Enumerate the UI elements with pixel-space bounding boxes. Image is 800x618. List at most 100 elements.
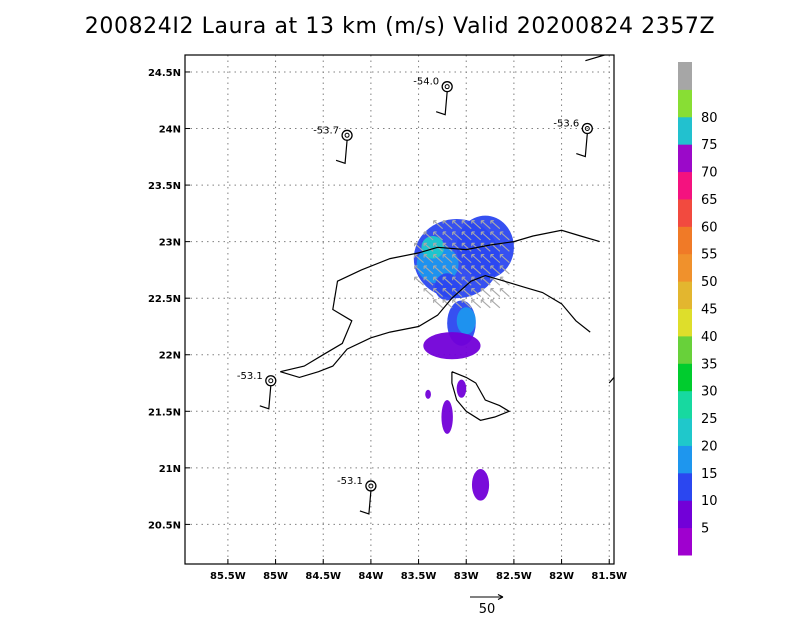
wind-vector <box>480 254 491 264</box>
wind-vector <box>480 299 491 309</box>
station-circle-icon <box>441 81 453 93</box>
wind-vector <box>433 220 443 230</box>
scale-arrow: 50 <box>470 594 504 617</box>
colorbar-swatch <box>678 62 692 90</box>
wind-vector <box>461 299 472 309</box>
wind-vector <box>414 276 424 286</box>
lon-tick-label: 85.5W <box>210 571 246 582</box>
wind-barb-icon <box>259 385 272 410</box>
lon-tick-label: 81.5W <box>591 571 627 582</box>
wind-vector <box>433 287 443 297</box>
observation-marker: -53.1 <box>237 371 277 410</box>
wind-vector <box>452 220 463 230</box>
colorbar-swatch <box>678 144 692 173</box>
wind-vector <box>442 287 453 297</box>
colorbar-swatch <box>678 390 692 419</box>
wind-vector <box>414 265 424 275</box>
colorbar-swatch <box>678 253 692 282</box>
wind-speed-region <box>456 307 476 335</box>
wind-vector <box>423 276 434 286</box>
wind-vector <box>461 254 472 264</box>
colorbar-swatch <box>678 198 692 227</box>
wind-vector <box>423 254 434 264</box>
wind-vector <box>480 231 491 241</box>
station-dot-icon <box>268 378 274 384</box>
wind-vector <box>414 254 424 264</box>
colorbar-swatch <box>678 308 692 337</box>
grid-lines <box>185 55 614 564</box>
wind-vector <box>423 231 434 241</box>
observation-markers: -54.0 -53.7 -53.6 -53.1 -53.1 <box>237 77 593 515</box>
wind-vector <box>452 242 463 252</box>
station-circle-icon <box>341 129 353 141</box>
map-frame <box>184 54 615 565</box>
colorbar-label: 40 <box>701 330 718 345</box>
wind-speed-region <box>471 468 490 501</box>
wind-vector <box>442 254 453 264</box>
wind-vector <box>471 299 482 309</box>
lon-tick-label: 83W <box>454 571 479 582</box>
colorbar-label: 65 <box>701 193 718 208</box>
observation-label: -53.1 <box>337 476 363 487</box>
wind-vector <box>461 242 472 252</box>
lat-tick-label: 23.5N <box>148 181 181 192</box>
wind-vector <box>423 242 434 252</box>
wind-vector <box>490 254 501 264</box>
coastline-segment <box>451 371 511 421</box>
wind-vector <box>442 220 453 230</box>
wind-vector <box>461 231 472 241</box>
wind-vector <box>490 299 501 309</box>
observation-marker: -53.1 <box>337 476 377 515</box>
wind-speed-region <box>425 389 431 399</box>
wind-vector <box>452 287 463 297</box>
wind-barb-icon <box>576 133 588 158</box>
colorbar-label: 75 <box>701 138 718 153</box>
colorbar-label: 30 <box>701 385 718 400</box>
wind-vector <box>433 265 443 275</box>
lon-tick-label: 82W <box>549 571 574 582</box>
colorbar-swatch <box>678 527 692 556</box>
lat-tick-label: 22.5N <box>148 294 181 305</box>
wind-vector <box>471 220 482 230</box>
lat-tick-label: 22N <box>159 351 181 362</box>
station-dot-icon <box>368 483 374 489</box>
wind-vector <box>471 276 482 286</box>
wind-vector <box>433 299 443 309</box>
wind-vector <box>442 242 453 252</box>
colorbar-swatch <box>678 445 692 474</box>
wind-vector <box>461 265 472 275</box>
observation-label: -54.0 <box>413 77 439 88</box>
lat-tick-label: 23N <box>159 238 181 249</box>
wind-vector <box>471 265 482 275</box>
wind-speed-region <box>456 379 467 398</box>
wind-vector <box>480 287 491 297</box>
wind-vector <box>452 254 463 264</box>
wind-vector <box>471 287 482 297</box>
wind-vector <box>499 287 510 297</box>
wind-vector <box>452 299 463 309</box>
colorbar-swatch <box>678 171 692 200</box>
colorbar-label: 5 <box>701 522 709 537</box>
wind-vector <box>490 287 501 297</box>
coastline-segment <box>280 229 600 373</box>
station-dot-icon <box>444 84 450 90</box>
wind-speed-region <box>434 273 460 301</box>
colorbar-label: 20 <box>701 439 718 454</box>
colorbar-label: 80 <box>701 111 718 126</box>
lat-tick-label: 20.5N <box>148 520 181 531</box>
coastline-segment <box>280 274 591 379</box>
lon-tick-label: 85W <box>263 571 288 582</box>
colorbar-swatch <box>678 418 692 446</box>
colorbar-label: 45 <box>701 303 718 318</box>
scale-arrow-label: 50 <box>479 602 496 617</box>
colorbar-label: 35 <box>701 357 718 372</box>
station-dot-icon <box>344 132 350 138</box>
wind-speed-region <box>421 235 445 259</box>
observation-marker: -53.6 <box>553 119 593 158</box>
wind-vector <box>490 231 501 241</box>
wind-vector <box>490 220 501 230</box>
wind-vector <box>442 276 453 286</box>
observation-label: -53.6 <box>553 119 579 130</box>
colorbar-label: 25 <box>701 412 718 427</box>
wind-vector <box>480 265 491 275</box>
